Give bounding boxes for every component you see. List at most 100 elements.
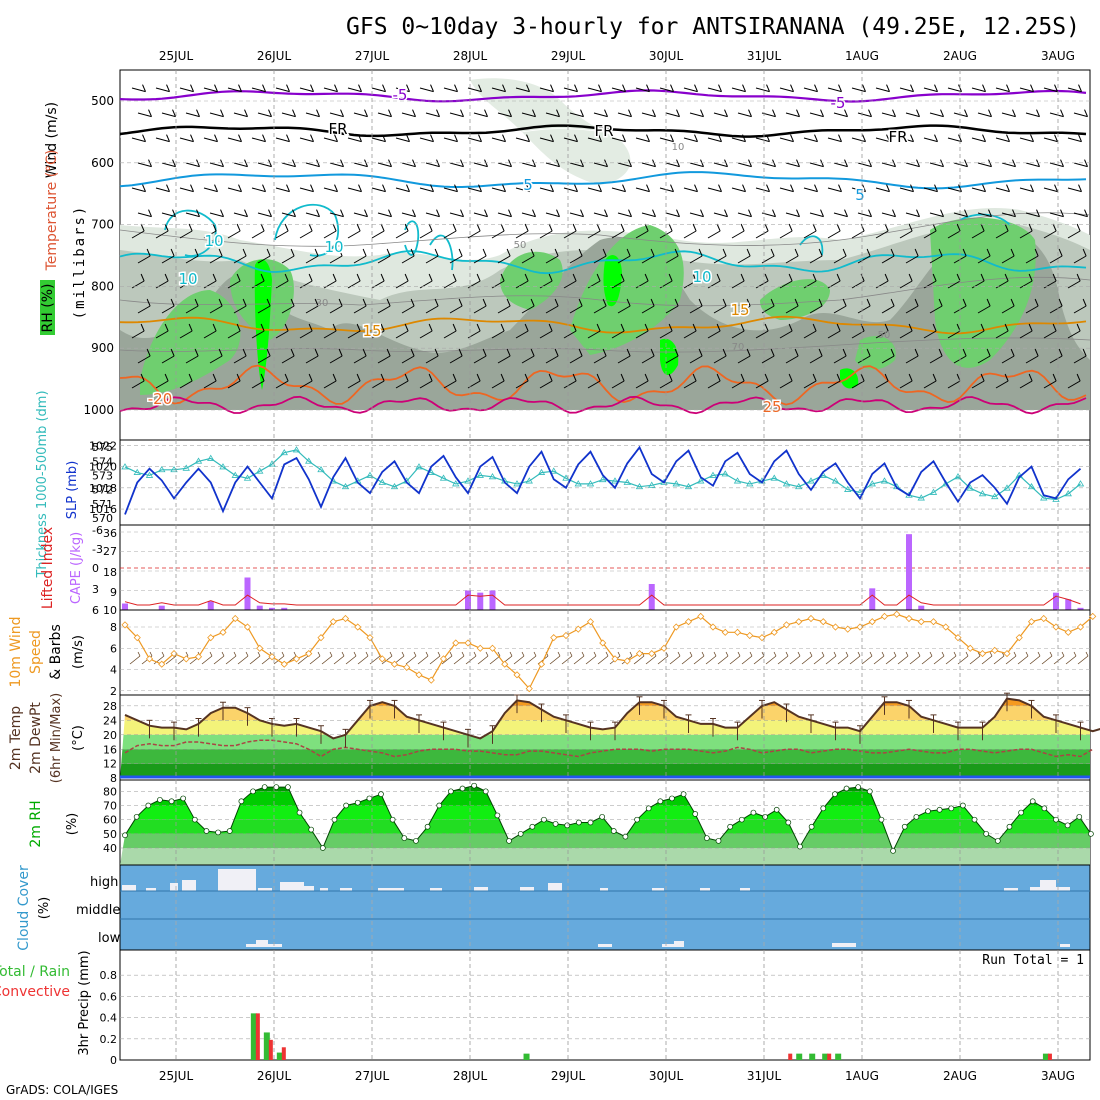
cloud-level-low: low [98, 931, 121, 946]
barb-flag [1084, 209, 1088, 217]
barb-staff [731, 380, 745, 389]
upper-wind-barb [731, 373, 745, 389]
upper-wind-barb [995, 273, 1009, 289]
upper-wind-barb [587, 273, 601, 289]
rh-fill-bright [603, 255, 622, 307]
barb-staff [443, 187, 458, 193]
barb-staff [899, 87, 914, 93]
temperature-line [124, 697, 1100, 740]
upper-wind-barb [635, 373, 649, 389]
barb-flag [598, 134, 602, 142]
upper-wind-barb [449, 209, 464, 218]
barb-staff [635, 280, 649, 289]
upper-wind-barb [833, 159, 848, 168]
barb-staff [875, 330, 889, 339]
wind-barb-flag [461, 651, 465, 657]
slp-tick: 1018 [89, 482, 117, 495]
li-tick: -6 [92, 524, 103, 537]
wind-barb [273, 655, 285, 665]
barb-staff [281, 305, 295, 314]
upper-wind-barb [683, 323, 697, 339]
barb-flag [340, 109, 344, 117]
upper-wind-barb [857, 298, 871, 314]
upper-wind-barb [953, 109, 968, 118]
barb-staff [689, 212, 704, 218]
upper-wind-barb [353, 209, 368, 218]
cloud-high-bar [122, 885, 136, 891]
upper-wind-barb [593, 298, 607, 314]
rh2-marker [133, 813, 140, 820]
upper-wind-barb [899, 134, 914, 143]
barb-staff [497, 255, 511, 264]
barb-flag [884, 273, 889, 282]
wind-barb-flag [917, 651, 921, 657]
barb-staff [923, 380, 937, 389]
barb-flag [1058, 298, 1063, 307]
wind-marker [868, 618, 876, 626]
barb-staff [713, 305, 727, 314]
barb-flag [452, 223, 457, 232]
wind-barb [681, 655, 693, 665]
barb-staff [323, 380, 337, 389]
wind-barb [705, 655, 717, 665]
upper-wind-barb [227, 323, 241, 339]
upper-wind-barb [683, 84, 698, 93]
upper-wind-barb [971, 184, 986, 193]
barb-staff [1049, 305, 1063, 314]
thickness-marker [488, 473, 497, 480]
barb-staff [563, 137, 578, 143]
wind-marker [427, 676, 435, 684]
barb-staff [347, 230, 361, 239]
upper-wind-barb [473, 159, 488, 168]
barb-flag [406, 134, 410, 142]
barb-staff [233, 112, 248, 118]
barb-staff [563, 380, 577, 389]
barb-flag [844, 109, 848, 117]
upper-wind-barb [641, 348, 655, 364]
barb-flag [316, 159, 320, 167]
barb-staff [755, 87, 770, 93]
barb-flag [526, 184, 530, 192]
upper-wind-barb [401, 348, 415, 364]
upper-wind-barb [1073, 159, 1088, 168]
upper-wind-barb [683, 134, 698, 143]
barb-staff [641, 355, 655, 364]
barb-flag [860, 373, 865, 382]
upper-wind-barb [851, 373, 865, 389]
barb-flag [508, 159, 512, 167]
rh2-marker [1029, 798, 1036, 805]
barb-staff [593, 255, 607, 264]
barb-flag [692, 323, 697, 332]
barb-flag [694, 184, 698, 192]
cloud-high-bar [652, 888, 664, 891]
barb-flag [644, 323, 649, 332]
barb-flag [356, 323, 361, 332]
cape-bar [1053, 592, 1059, 610]
temp-tick: 20 [103, 729, 117, 742]
barb-staff [905, 162, 920, 168]
barb-staff [683, 330, 697, 339]
wind-barb-flag [1085, 651, 1089, 657]
barb-flag [410, 248, 415, 257]
upper-wind-barb [155, 223, 169, 239]
upper-wind-barb [185, 348, 199, 364]
barb-staff [473, 255, 487, 264]
rh2-marker [238, 798, 245, 805]
temp-tick: 12 [103, 758, 117, 771]
barb-staff [395, 380, 409, 389]
upper-wind-barb [785, 298, 799, 314]
thickness-marker [954, 473, 962, 480]
barb-staff [635, 230, 649, 239]
wind-barb-flag [953, 651, 957, 657]
wind-barb-flag [989, 651, 993, 657]
barb-flag [796, 159, 800, 167]
barb-staff [737, 355, 751, 364]
upper-wind-barb [515, 84, 530, 93]
barb-flag [434, 348, 439, 357]
barb-flag [622, 134, 626, 142]
upper-wind-barb [545, 348, 559, 364]
barb-staff [185, 162, 200, 168]
barb-staff [539, 380, 553, 389]
wind-marker [635, 649, 644, 658]
barb-flag [214, 184, 218, 192]
